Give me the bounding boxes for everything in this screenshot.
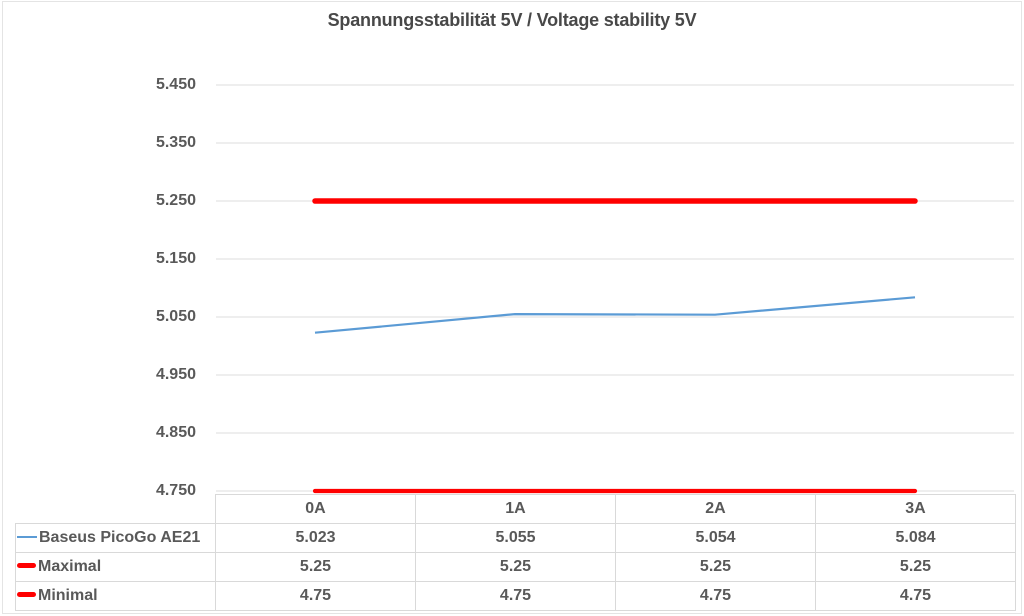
value-cell: 4.75: [215, 581, 416, 611]
series-name: Maximal: [38, 558, 102, 575]
x-axis-category-label: 2A: [615, 494, 816, 524]
legend-cell: Baseus PicoGo AE21: [15, 523, 216, 553]
value-cell: 5.25: [415, 552, 616, 582]
thick-red-line-icon: [17, 563, 36, 569]
y-axis-tick-label: 5.150: [155, 250, 196, 267]
series-line-baseus-picogo-ae21: [314, 296, 916, 334]
thin-blue-line-icon: [17, 535, 37, 538]
value-cell: 5.055: [415, 523, 616, 553]
legend-cell: Minimal: [15, 581, 216, 611]
y-axis-tick-label: 4.850: [155, 424, 196, 441]
y-axis-tick-label: 5.350: [155, 134, 196, 151]
y-axis-tick-label: 5.050: [155, 308, 196, 325]
value-cell: 5.084: [815, 523, 1016, 553]
table-row: Maximal 5.25 5.25 5.25 5.25: [15, 552, 1016, 582]
value-cell: 5.25: [215, 552, 416, 582]
table-row: Minimal 4.75 4.75 4.75 4.75: [15, 581, 1016, 611]
value-cell: 4.75: [815, 581, 1016, 611]
table-header-row: 0A 1A 2A 3A: [16, 494, 1016, 524]
value-cell: 5.054: [615, 523, 816, 553]
table-corner-cell: [16, 495, 216, 524]
x-axis-category-label: 0A: [215, 494, 416, 524]
y-axis-tick-label: 5.250: [155, 192, 196, 209]
series-name: Baseus PicoGo AE21: [39, 529, 201, 546]
series-name: Minimal: [38, 587, 98, 604]
value-cell: 5.023: [215, 523, 416, 553]
y-axis-tick-label: 4.950: [155, 366, 196, 383]
value-cell: 4.75: [415, 581, 616, 611]
value-cell: 5.25: [615, 552, 816, 582]
thick-red-line-icon: [17, 592, 36, 598]
y-axis-tick-label: 5.450: [155, 76, 196, 93]
table-row: Baseus PicoGo AE21 5.023 5.055 5.054 5.084: [15, 523, 1016, 553]
x-axis-category-label: 3A: [815, 494, 1016, 524]
legend-cell: Maximal: [15, 552, 216, 582]
value-cell: 4.75: [615, 581, 816, 611]
x-axis-category-label: 1A: [415, 494, 616, 524]
chart-title: Spannungsstabilität 5V / Voltage stabili…: [327, 10, 697, 30]
y-axis-tick-label: 4.750: [155, 482, 196, 499]
data-table: 0A 1A 2A 3A Baseus PicoGo AE21 5.023 5.055 5.05…: [15, 494, 1016, 611]
value-cell: 5.25: [815, 552, 1016, 582]
